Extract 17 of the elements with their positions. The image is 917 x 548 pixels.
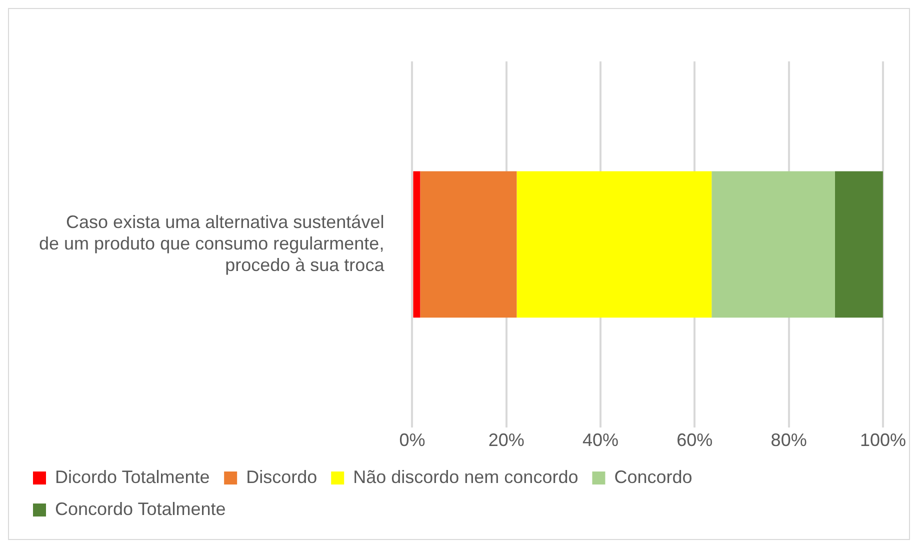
y-tick-label: Caso exista uma alternativa sustentável de um produto que consumo regularmente, procedo à sua troca: [38, 212, 386, 275]
x-tick-label: 20%: [488, 430, 524, 450]
legend-label: Não discordo nem concordo: [353, 466, 578, 487]
bar: [834, 171, 883, 318]
x-tick-label: 100%: [860, 430, 906, 450]
bar: [712, 171, 835, 318]
legend-label: Concordo Totalmente: [55, 498, 226, 519]
x-tick-label: 40%: [582, 430, 619, 450]
legend-label: Concordo: [614, 466, 692, 487]
bar: [516, 171, 712, 318]
x-tick-label: 80%: [770, 430, 807, 450]
bar: [420, 171, 517, 318]
bar: [413, 171, 420, 318]
legend-label: Dicordo Totalmente: [55, 466, 210, 487]
x-tick-label: 60%: [676, 430, 713, 450]
x-tick-label: 0%: [399, 430, 426, 450]
legend-label: Discordo: [246, 466, 318, 487]
